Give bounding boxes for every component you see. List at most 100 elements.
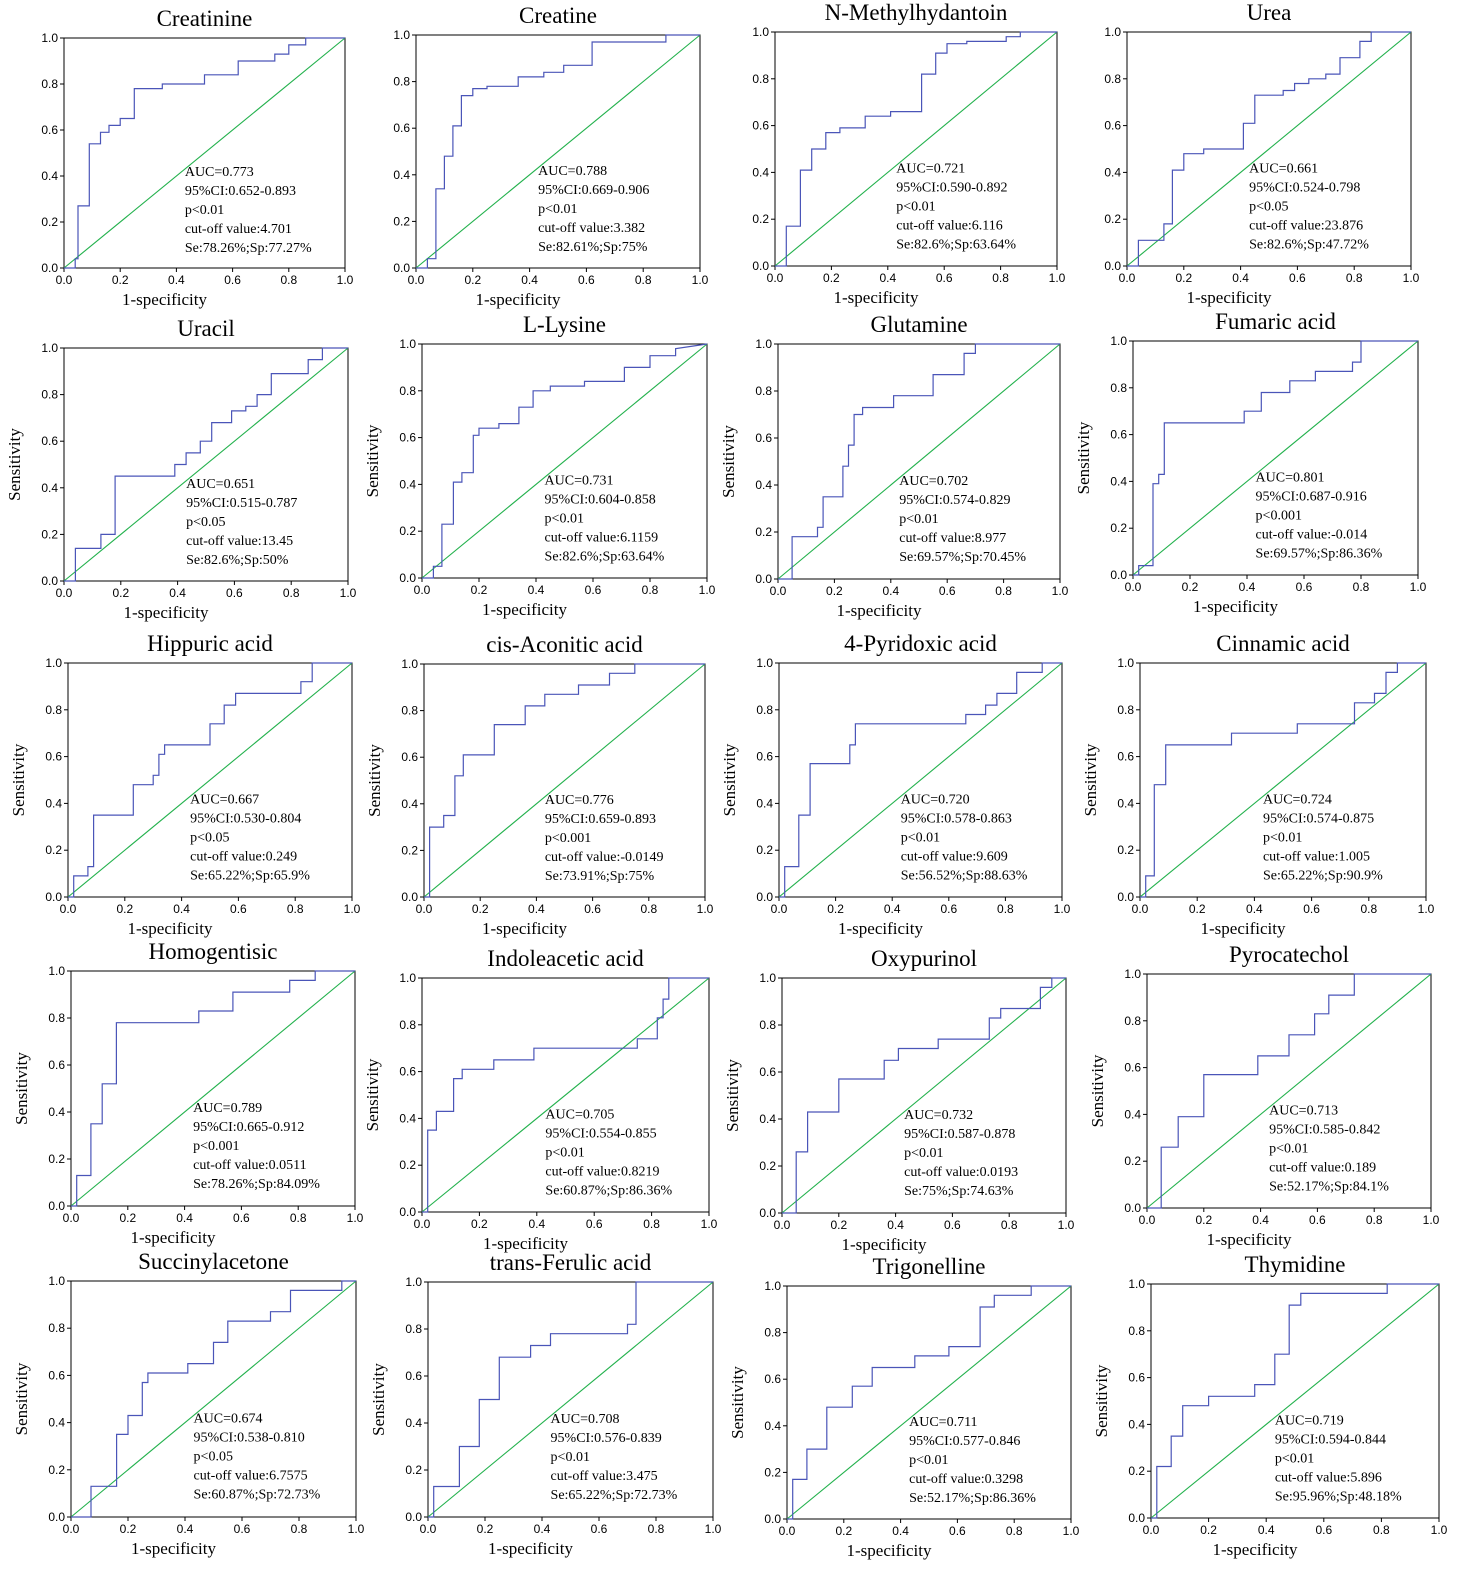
- y-tick-label: 0.6: [399, 431, 416, 445]
- y-tick-label: 0.8: [48, 1321, 65, 1335]
- x-tick-label: 0.0: [774, 1218, 791, 1232]
- annotation-line: 95%CI:0.538-0.810: [194, 1431, 305, 1446]
- y-tick-label: 0.4: [1110, 474, 1127, 488]
- chart-title: Oxypurinol: [871, 946, 977, 971]
- plot-frame: [67, 662, 353, 898]
- y-tick-label: 0.0: [405, 1510, 422, 1524]
- reference-line: [786, 1285, 1072, 1520]
- roc-curve: [68, 662, 352, 898]
- y-tick-label: 0.0: [48, 1510, 65, 1524]
- y-tick-label: 1.0: [1110, 334, 1127, 348]
- y-tick-label: 0.8: [399, 384, 416, 398]
- y-tick-label: 0.0: [45, 890, 62, 904]
- annotation-line: AUC=0.789: [193, 1101, 262, 1116]
- x-tick-label: 0.8: [1353, 580, 1370, 594]
- chart-title: Hippuric acid: [147, 631, 273, 656]
- x-tick-label: 0.0: [416, 902, 433, 916]
- x-tick-label: 0.2: [1175, 271, 1192, 285]
- y-tick-label: 0.6: [48, 1058, 65, 1072]
- y-tick-label: 0.2: [405, 1463, 422, 1477]
- y-tick-label: 0.8: [48, 1011, 65, 1025]
- x-axis-label: 1-specificity: [1187, 288, 1272, 307]
- annotation-line: cut-off value:3.382: [538, 221, 645, 236]
- x-tick-label: 0.8: [291, 1522, 308, 1536]
- annotation-line: Se:73.91%;Sp:75%: [545, 869, 655, 884]
- annotation-line: AUC=0.731: [545, 473, 614, 488]
- annotation-line: Se:75%;Sp:74.63%: [904, 1184, 1014, 1199]
- x-tick-label: 0.2: [826, 584, 843, 598]
- y-tick-label: 0.4: [48, 1105, 65, 1119]
- y-tick-label: 0.6: [759, 1065, 776, 1079]
- y-axis-label: Sensitivity: [9, 743, 28, 816]
- y-tick-label: 0.2: [48, 1152, 65, 1166]
- y-axis-label: Sensitivity: [365, 744, 384, 817]
- annotation-line: AUC=0.667: [190, 792, 259, 807]
- chart-title: Creatine: [519, 3, 597, 28]
- x-tick-label: 0.8: [283, 586, 300, 600]
- plot-frame: [778, 662, 1063, 898]
- annotation-line: AUC=0.661: [1249, 161, 1318, 176]
- roc-curve: [422, 977, 709, 1213]
- annotation-line: Se:60.87%;Sp:86.36%: [545, 1183, 672, 1198]
- annotation-line: Se:69.57%;Sp:86.36%: [1256, 546, 1383, 561]
- y-tick-label: 0.2: [1128, 1464, 1145, 1478]
- y-tick-label: 0.2: [401, 843, 418, 857]
- reference-line: [1146, 973, 1432, 1209]
- reference-line: [67, 662, 353, 898]
- annotation-line: Se:52.17%;Sp:84.1%: [1269, 1179, 1389, 1194]
- x-tick-label: 0.0: [1139, 1213, 1156, 1227]
- y-tick-label: 0.8: [399, 1018, 416, 1032]
- x-tick-label: 0.6: [939, 584, 956, 598]
- x-tick-label: 0.2: [827, 902, 844, 916]
- annotation-line: AUC=0.801: [1256, 470, 1325, 485]
- y-tick-label: 0.6: [45, 750, 62, 764]
- roc-chart-4-pyridoxic-acid: 4-Pyridoxic acid 0.00.0 0.2 0.2 0.4 0.4 0.6 0.6…: [720, 631, 1071, 938]
- y-tick-label: 0.8: [41, 77, 58, 91]
- x-tick-label: 0.0: [63, 1522, 80, 1536]
- annotation-line: 95%CI:0.576-0.839: [551, 1431, 662, 1446]
- annotation-line: cut-off value:23.876: [1249, 218, 1363, 233]
- x-tick-label: 0.0: [1125, 580, 1142, 594]
- y-axis-label: Sensitivity: [1081, 743, 1100, 816]
- y-tick-label: 1.0: [399, 337, 416, 351]
- x-tick-label: 0.2: [1200, 1523, 1217, 1537]
- x-tick-label: 0.8: [997, 902, 1014, 916]
- annotation-line: 95%CI:0.587-0.878: [904, 1127, 1015, 1142]
- y-tick-label: 0.4: [45, 796, 62, 810]
- x-tick-label: 0.0: [1143, 1523, 1160, 1537]
- annotation-line: Se:65.22%;Sp:90.9%: [1263, 868, 1383, 883]
- annotation-line: 95%CI:0.659-0.893: [545, 812, 656, 827]
- y-tick-label: 0.2: [393, 214, 410, 228]
- x-tick-label: 0.8: [1360, 902, 1377, 916]
- roc-chart-hippuric-acid: Hippuric acid 0.00.0 0.2 0.2 0.4 0.4 0.6 0.6 0.8…: [9, 631, 361, 938]
- plot-frame: [1150, 1283, 1440, 1519]
- annotation-line: p<0.01: [538, 202, 577, 217]
- x-tick-label: 0.4: [892, 1524, 909, 1538]
- annotation-line: p<0.01: [904, 1146, 943, 1161]
- x-axis-label: 1-specificity: [1207, 1230, 1292, 1249]
- roc-chart-homogentisic: Homogentisic 0.00.0 0.2 0.2 0.4 0.4 0.6 0.6 0.8 0…: [12, 939, 364, 1247]
- y-tick-label: 0.4: [764, 1419, 781, 1433]
- y-tick-label: 0.0: [401, 890, 418, 904]
- annotation-line: Se:95.96%;Sp:48.18%: [1275, 1489, 1402, 1504]
- roc-curve: [1127, 31, 1411, 267]
- annotation-line: AUC=0.713: [1269, 1103, 1338, 1118]
- x-tick-label: 0.8: [643, 1217, 660, 1231]
- x-tick-label: 0.6: [936, 271, 953, 285]
- x-tick-label: 1.0: [1058, 1218, 1075, 1232]
- annotation-line: cut-off value:0.8219: [545, 1164, 659, 1179]
- x-tick-label: 0.8: [1006, 1524, 1023, 1538]
- x-tick-label: 0.6: [1289, 271, 1306, 285]
- annotation-line: cut-off value:4.701: [185, 222, 292, 237]
- x-tick-label: 0.6: [584, 902, 601, 916]
- y-tick-label: 0.8: [1104, 72, 1121, 86]
- annotation-line: 95%CI:0.524-0.798: [1249, 180, 1360, 195]
- annotation-line: AUC=0.773: [185, 165, 254, 180]
- y-tick-label: 0.4: [1104, 165, 1121, 179]
- x-tick-label: 0.6: [1309, 1213, 1326, 1227]
- y-tick-label: 0.4: [1128, 1417, 1145, 1431]
- chart-title: Creatinine: [157, 6, 253, 31]
- annotation-line: Se:78.26%;Sp:77.27%: [185, 241, 312, 256]
- reference-line: [421, 977, 710, 1213]
- roc-chart-succinylacetone: Succinylacetone 0.00.0 0.2 0.2 0.4 0.4 0.6 0.6 0…: [12, 1249, 365, 1558]
